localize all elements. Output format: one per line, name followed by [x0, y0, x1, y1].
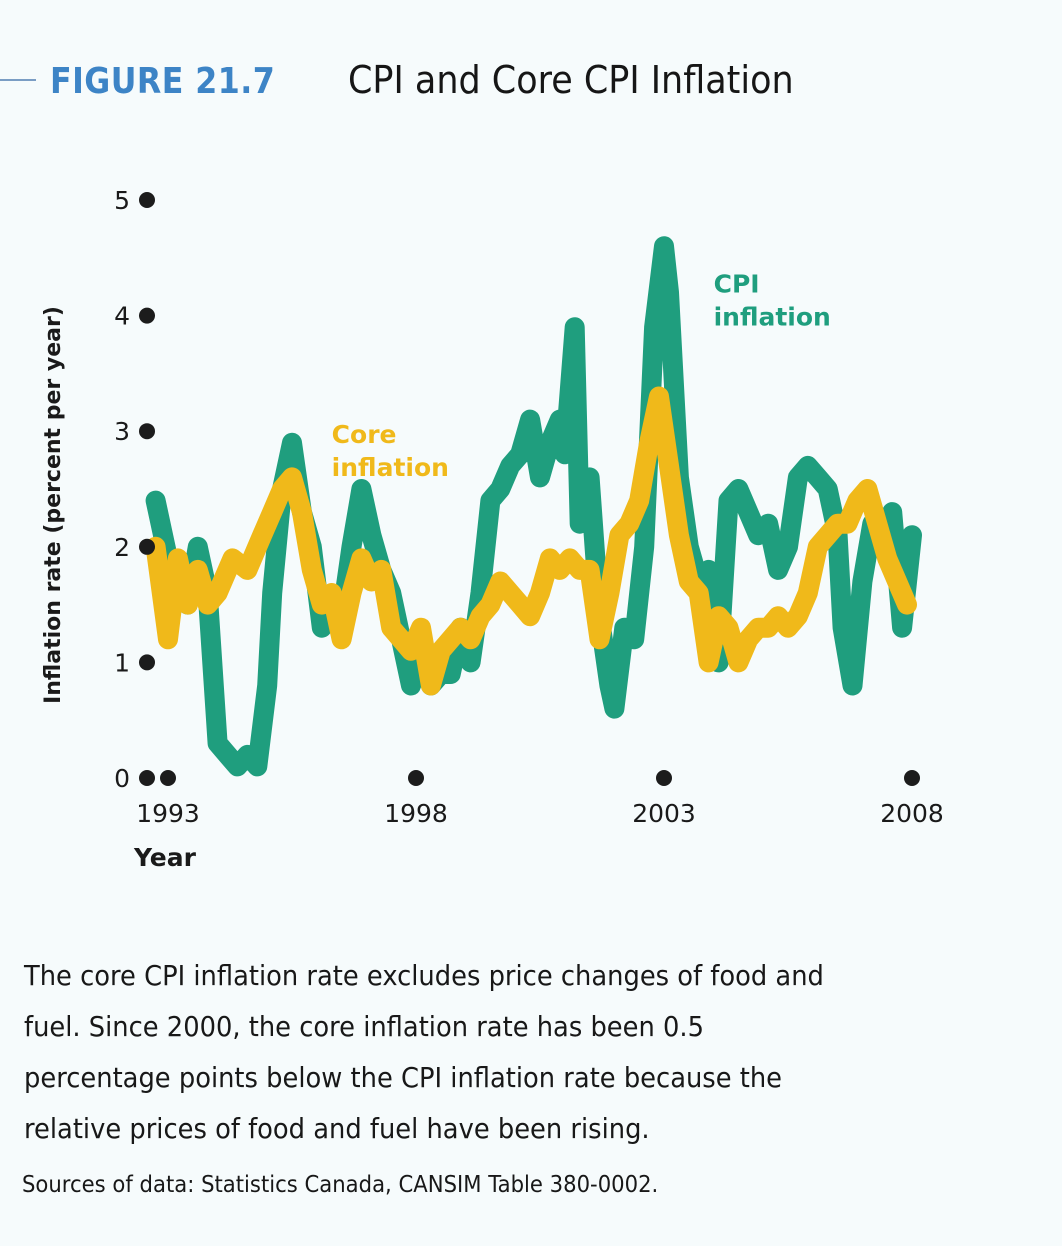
y-tick-dot	[139, 307, 155, 324]
chart: 0 1 2 3 4 5 1993 1998 2003 2008 CPI inflation Co…	[41, 186, 944, 872]
y-tick-label: 3	[114, 417, 130, 446]
data-source-note: Sources of data: Statistics Canada, CANS…	[22, 1172, 659, 1198]
x-axis: 1993 1998 2003 2008	[136, 770, 944, 828]
y-tick-label: 4	[114, 302, 130, 331]
y-tick-dot	[139, 654, 155, 671]
core-annotation-line-1: Core	[332, 420, 397, 449]
y-tick-label: 1	[114, 648, 130, 677]
x-axis-label: Year	[133, 843, 197, 872]
header-rule	[0, 79, 36, 81]
y-axis: 0 1 2 3 4 5	[114, 186, 155, 793]
x-tick-label: 1993	[136, 799, 200, 828]
y-axis-label: Inflation rate (percent per year)	[41, 306, 66, 704]
y-tick-dot	[139, 192, 155, 208]
figure-header: FIGURE 21.7 CPI and Core CPI Inflation	[0, 58, 832, 102]
y-tick-label: 2	[114, 533, 130, 562]
x-tick-label: 1998	[384, 799, 448, 828]
cpi-annotation-line-2: inflation	[714, 302, 831, 331]
figure-caption: The core CPI inflation rate excludes pri…	[24, 959, 824, 1145]
x-tick-dot	[160, 770, 176, 786]
y-tick-dot	[139, 538, 155, 555]
series-layer	[145, 236, 922, 777]
x-tick-dot	[408, 770, 424, 786]
x-tick-label: 2008	[880, 799, 944, 828]
y-tick-dot	[139, 770, 155, 786]
x-tick-label: 2003	[632, 799, 696, 828]
annotations: CPI inflation Core inflation	[332, 269, 831, 481]
core-annotation-line-2: inflation	[332, 453, 449, 482]
core-inflation-line	[145, 386, 917, 696]
y-tick-label: 0	[114, 764, 130, 793]
x-tick-dot	[656, 770, 672, 786]
x-tick-dot	[904, 770, 920, 786]
cpi-annotation-line-1: CPI	[714, 269, 760, 298]
y-tick-label: 5	[114, 186, 130, 215]
figure-label: FIGURE 21.7	[50, 61, 276, 102]
figure-title: CPI and Core CPI Inflation	[348, 58, 794, 102]
y-tick-dot	[139, 423, 155, 440]
